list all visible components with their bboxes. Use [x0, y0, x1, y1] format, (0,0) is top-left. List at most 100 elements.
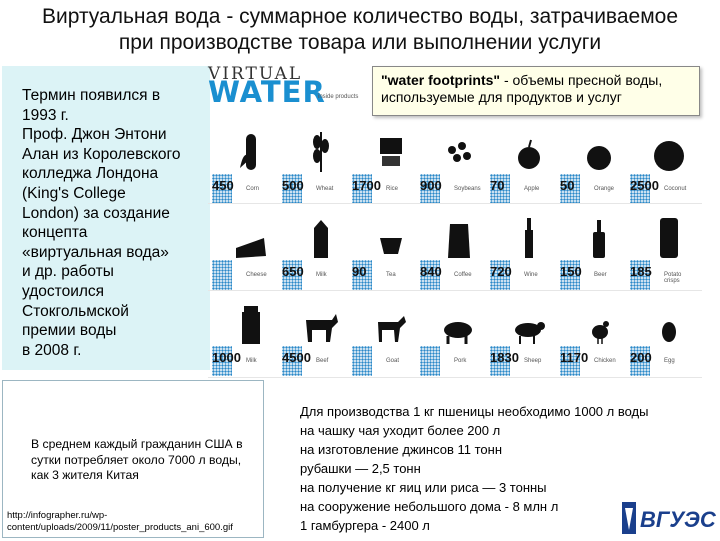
water-drops-icon	[560, 260, 580, 290]
infographic-title-water: WATER	[208, 75, 326, 109]
product-name: Beef	[316, 358, 329, 364]
product-name: Potato crisps	[664, 272, 682, 284]
product-icon	[444, 322, 472, 344]
product-water-value: 1170	[560, 350, 589, 365]
product-item: 900 Soybeans	[420, 128, 481, 204]
water-drops-icon	[212, 174, 232, 204]
water-drops-icon	[282, 174, 302, 204]
product-name: Wheat	[316, 186, 334, 192]
product-icon	[380, 238, 402, 254]
product-item: Pork	[420, 300, 480, 376]
water-facts-list: Для производства 1 кг пшеницы необходимо…	[300, 404, 649, 533]
product-icon	[525, 218, 533, 258]
water-drops-icon	[630, 260, 650, 290]
product-name: Tea	[386, 272, 396, 278]
usa-consumption-box: В среднем каждый гражданин США в сутки п…	[2, 380, 264, 538]
product-name: Coconut	[664, 186, 687, 192]
water-drops-icon	[420, 260, 440, 290]
water-drops-icon	[282, 260, 302, 290]
product-water-value: 840	[420, 264, 442, 279]
product-water-value: 650	[282, 264, 304, 279]
water-drops-icon	[212, 346, 232, 376]
water-drops-icon	[212, 260, 232, 290]
row-divider	[208, 203, 702, 204]
product-icon	[518, 139, 540, 169]
water-drops-icon	[420, 174, 440, 204]
product-item: 185 Potato crisps	[630, 214, 690, 290]
product-water-value: 500	[282, 178, 304, 193]
source-url: http://infographer.ru/wp- content/upload…	[7, 510, 233, 533]
product-item: 1000 Milk	[212, 300, 272, 376]
product-item: Goat	[352, 300, 412, 376]
product-water-value: 185	[630, 264, 652, 279]
product-name: Chicken	[594, 358, 616, 364]
product-name: Beer	[594, 272, 607, 278]
product-icon	[593, 220, 605, 258]
product-item: 50 Orange	[560, 128, 620, 204]
university-logo: ВГУЭС	[622, 500, 718, 536]
product-name: Pork	[454, 358, 467, 364]
term-history-box: Термин появился в 1993 г. Проф. Джон Энт…	[2, 66, 210, 370]
product-name: Coffee	[454, 272, 472, 278]
usa-consumption-text: В среднем каждый гражданин США в сутки п…	[31, 437, 243, 482]
product-water-value: 1830	[490, 350, 519, 365]
product-name: Milk	[316, 272, 327, 278]
product-icon	[242, 306, 260, 344]
product-water-value: 450	[212, 178, 234, 193]
product-name: Soybeans	[454, 186, 481, 192]
infographic-title-virtual: VIRTUAL	[208, 64, 303, 84]
product-water-value: 4500	[282, 350, 311, 365]
logo-text: ВГУЭС	[640, 507, 717, 532]
product-water-value: 1700	[352, 178, 381, 193]
water-drops-icon	[490, 174, 510, 204]
product-item: 450 Corn	[212, 128, 272, 204]
water-drops-icon	[420, 346, 440, 376]
water-drops-icon	[352, 260, 372, 290]
footprint-definition: - объемы пресной воды, используемые для …	[381, 72, 663, 105]
product-item: 2500 Coconut	[630, 128, 690, 204]
row-divider	[208, 377, 702, 378]
title-line-1: Виртуальная вода - суммарное количество …	[41, 5, 678, 28]
water-drops-icon	[560, 346, 580, 376]
product-water-value: 720	[490, 264, 512, 279]
water-drops-icon	[630, 346, 650, 376]
product-icon	[587, 146, 611, 170]
product-icon	[448, 142, 471, 162]
product-item: 1170 Chicken	[560, 300, 620, 376]
product-item: 500 Wheat	[282, 128, 342, 204]
product-icon	[240, 134, 256, 170]
water-drops-icon	[630, 174, 650, 204]
product-item: 650 Milk	[282, 214, 342, 290]
product-water-value: 50	[560, 178, 575, 193]
product-icon	[306, 314, 338, 342]
infographic-subtitle: inside products	[318, 94, 359, 100]
footprint-term: "water footprints"	[381, 72, 501, 88]
product-item: 1830 Sheep	[490, 300, 550, 376]
product-water-value: 70	[490, 178, 505, 193]
product-item: 90 Tea	[352, 214, 412, 290]
product-icon	[660, 218, 678, 258]
water-drops-icon	[352, 346, 372, 376]
product-icon	[380, 138, 402, 166]
product-icon	[515, 322, 545, 344]
water-footprints-callout: "water footprints" - объемы пресной воды…	[372, 66, 700, 116]
product-name: Egg	[664, 358, 675, 364]
water-drops-icon	[490, 346, 510, 376]
product-item: 70 Apple	[490, 128, 550, 204]
product-item: 720 Wine	[490, 214, 550, 290]
product-name: Rice	[386, 186, 399, 192]
product-name: Corn	[246, 186, 260, 192]
product-icon	[236, 238, 266, 258]
product-item: 4500 Beef	[282, 300, 342, 376]
product-name: Wine	[524, 272, 538, 278]
product-icon	[448, 224, 470, 258]
product-icon	[592, 321, 609, 344]
product-icon	[378, 316, 406, 342]
slide-title: Виртуальная вода - суммарное количество …	[0, 4, 720, 56]
water-drops-icon	[282, 346, 302, 376]
product-item: 1700 Rice	[352, 128, 412, 204]
product-water-value: 90	[352, 264, 367, 279]
product-icon	[662, 322, 676, 342]
product-item: 200 Egg	[630, 300, 690, 376]
product-name: Sheep	[524, 358, 542, 364]
